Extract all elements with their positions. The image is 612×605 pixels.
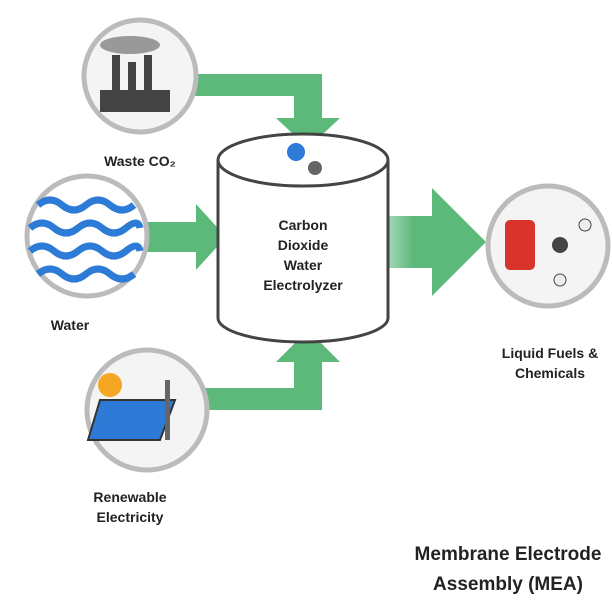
- label-fuels: Liquid Fuels & Chemicals: [502, 345, 598, 381]
- label-line: Chemicals: [515, 365, 585, 381]
- label-line: Waste CO₂: [104, 153, 176, 169]
- label-line: Renewable: [93, 489, 166, 505]
- page: Waste CO₂ Water Renewable Electricity Car…: [0, 0, 612, 605]
- label-line: Liquid Fuels &: [502, 345, 598, 361]
- label-water: Water: [51, 317, 90, 333]
- arrow-water: [145, 204, 226, 270]
- label-line: Electricity: [97, 509, 164, 525]
- label-line: Assembly (MEA): [433, 574, 583, 595]
- diagram: Waste CO₂ Water Renewable Electricity Car…: [0, 0, 612, 605]
- label-electricity: Renewable Electricity: [93, 489, 166, 525]
- label-line: Electrolyzer: [263, 277, 343, 293]
- label-line: Water: [51, 317, 90, 333]
- caption: Membrane Electrode Assembly (MEA): [415, 544, 602, 595]
- label-line: Membrane Electrode: [415, 544, 602, 565]
- label-co2: Waste CO₂: [104, 153, 176, 169]
- label-line: Carbon: [279, 217, 328, 233]
- label-line: Dioxide: [278, 237, 329, 253]
- label-line: Water: [284, 257, 323, 273]
